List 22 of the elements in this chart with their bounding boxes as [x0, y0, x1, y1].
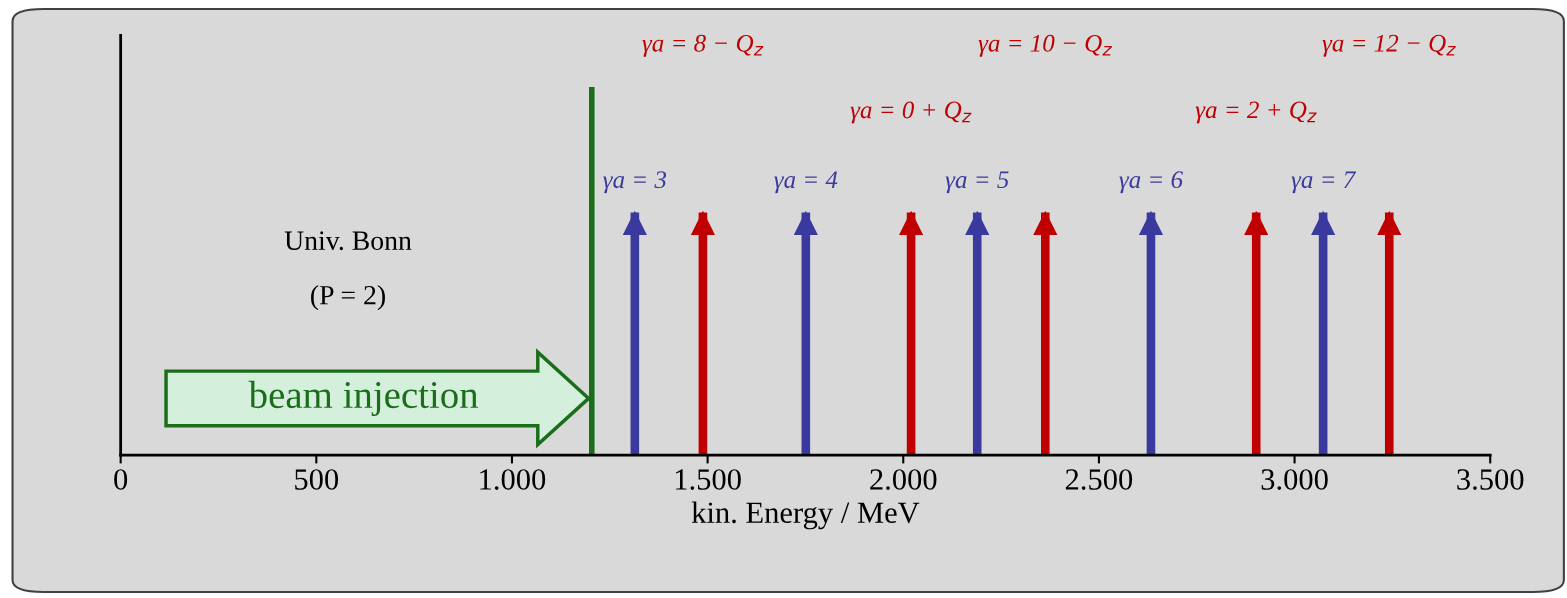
text: γa = 10 − Q$_{z}$	[978, 34, 1112, 57]
annotation: Univ. Bonn	[284, 231, 412, 251]
x-tick-label: 3.500	[1457, 469, 1524, 490]
x-tick-label: 2.000	[870, 469, 937, 490]
annotation: γa = 6	[1119, 171, 1183, 194]
annotation: (P = 2)	[311, 285, 385, 311]
annotation: γa = 4	[774, 171, 838, 194]
x-tick-label: 500	[295, 469, 339, 490]
x-tick-label: 0	[114, 469, 128, 490]
annotation: γa = 7	[1291, 171, 1357, 194]
x-axis-title: kin. Energy / MeV	[691, 501, 920, 530]
text: γa = 2 + Q$_{z}$	[1195, 101, 1317, 124]
text: γa = 0 + Q$_{z}$	[850, 101, 972, 124]
x-tick-label: 1.500	[675, 469, 741, 490]
annotation: γa = 3	[603, 171, 667, 194]
x-tick-label: 2.500	[1065, 469, 1133, 490]
ref-line-label: beam injection	[248, 380, 479, 417]
x-tick-label: 1.000	[480, 469, 546, 490]
text: γa = 8 − Q$_{z}$	[642, 34, 764, 57]
text: γa = 12 − Q$_{z}$	[1322, 34, 1456, 57]
annotation: γa = 5	[945, 171, 1009, 194]
x-tick-label: 3.000	[1261, 469, 1328, 490]
